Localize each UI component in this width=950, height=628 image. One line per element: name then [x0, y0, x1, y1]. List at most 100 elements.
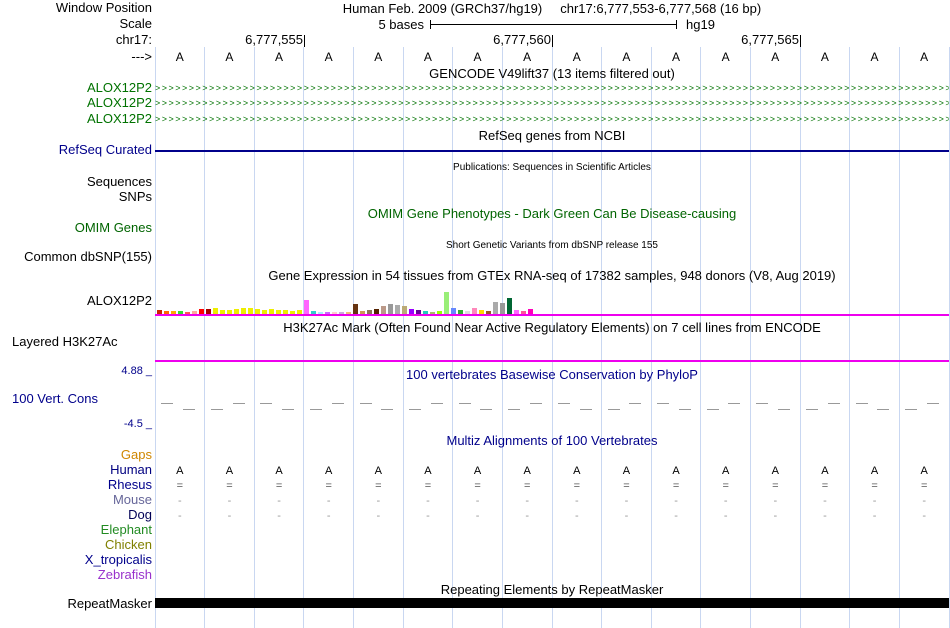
track-title-gencode[interactable]: GENCODE V49lift37 (13 items filtered out…: [429, 66, 675, 81]
track-label-sequences[interactable]: Sequences: [86, 174, 152, 189]
species-label-gaps[interactable]: Gaps: [120, 447, 152, 462]
gtex-expression-bar[interactable]: [185, 312, 190, 314]
track-title-multiz[interactable]: Multiz Alignments of 100 Vertebrates: [446, 433, 658, 448]
track-label-refseq-curated[interactable]: RefSeq Curated: [58, 142, 152, 157]
track-label-gencode-gene-1[interactable]: ALOX12P2: [86, 80, 152, 95]
gtex-expression-bar[interactable]: [388, 304, 393, 314]
gtex-expression-bar[interactable]: [227, 310, 232, 314]
gtex-expression-bar[interactable]: [304, 300, 309, 314]
gtex-expression-bar[interactable]: [472, 308, 477, 314]
track-label-100-vert-cons[interactable]: 100 Vert. Cons: [12, 391, 98, 406]
gtex-expression-bar[interactable]: [479, 310, 484, 314]
gencode-gene-track-3[interactable]: >>>>>>>>>>>>>>>>>>>>>>>>>>>>>>>>>>>>>>>>…: [155, 114, 949, 124]
gtex-expression-bar[interactable]: [514, 310, 519, 314]
track-title-gtex[interactable]: Gene Expression in 54 tissues from GTEx …: [268, 268, 836, 283]
gtex-expression-bar[interactable]: [423, 311, 428, 314]
gtex-expression-bar[interactable]: [283, 310, 288, 314]
track-label-gencode-gene-3[interactable]: ALOX12P2: [86, 111, 152, 126]
track-title-h3k27ac[interactable]: H3K27Ac Mark (Often Found Near Active Re…: [283, 320, 821, 335]
gtex-expression-bar[interactable]: [164, 311, 169, 314]
repeatmasker-track-bar[interactable]: [155, 598, 949, 608]
species-label-chicken[interactable]: Chicken: [105, 537, 152, 552]
gtex-expression-bar[interactable]: [297, 310, 302, 314]
gtex-expression-bar[interactable]: [332, 312, 337, 314]
gtex-expression-bar[interactable]: [311, 311, 316, 314]
coordinate-tick-1: [304, 35, 305, 47]
gtex-expression-bar[interactable]: [325, 312, 330, 314]
gtex-expression-bar[interactable]: [374, 309, 379, 314]
gtex-expression-bar[interactable]: [360, 311, 365, 314]
species-label-mouse[interactable]: Mouse: [112, 492, 152, 507]
gencode-gene-track-1[interactable]: >>>>>>>>>>>>>>>>>>>>>>>>>>>>>>>>>>>>>>>>…: [155, 83, 949, 93]
alignment-glyph-human: A: [771, 465, 779, 477]
gtex-expression-bar[interactable]: [500, 303, 505, 314]
track-label-omim-genes[interactable]: OMIM Genes: [74, 220, 152, 235]
gtex-expression-bar[interactable]: [521, 311, 526, 314]
gencode-gene-track-2[interactable]: >>>>>>>>>>>>>>>>>>>>>>>>>>>>>>>>>>>>>>>>…: [155, 98, 949, 108]
alignment-glyph-human: A: [821, 465, 829, 477]
gtex-expression-bar[interactable]: [178, 311, 183, 314]
species-label-human[interactable]: Human: [110, 462, 152, 477]
species-label-zebrafish[interactable]: Zebrafish: [97, 567, 152, 582]
gtex-expression-bar[interactable]: [269, 309, 274, 314]
gtex-expression-bar[interactable]: [381, 306, 386, 314]
species-label-dog[interactable]: Dog: [128, 507, 152, 522]
gtex-expression-bar[interactable]: [416, 310, 421, 314]
gtex-expression-bar[interactable]: [213, 308, 218, 314]
alignment-glyph-human: A: [672, 465, 680, 477]
species-label-elephant[interactable]: Elephant: [100, 522, 152, 537]
gtex-expression-bar[interactable]: [192, 311, 197, 314]
track-label-gencode-gene-2[interactable]: ALOX12P2: [86, 95, 152, 110]
track-title-refseq[interactable]: RefSeq genes from NCBI: [478, 128, 626, 143]
gtex-expression-bar[interactable]: [157, 310, 162, 314]
gtex-expression-bar[interactable]: [318, 312, 323, 314]
gtex-expression-bar[interactable]: [234, 309, 239, 314]
alignment-glyph-dog: -: [475, 510, 480, 522]
phylop-tick: [905, 409, 917, 410]
gtex-expression-bar[interactable]: [206, 309, 211, 314]
alignment-glyph-rhesus: =: [623, 480, 630, 492]
gtex-expression-bar[interactable]: [402, 306, 407, 314]
gtex-expression-bar[interactable]: [430, 312, 435, 314]
refseq-curated-track-line[interactable]: [155, 150, 949, 152]
gtex-expression-bar[interactable]: [528, 309, 533, 314]
gtex-expression-bar[interactable]: [395, 305, 400, 314]
gtex-expression-bar[interactable]: [276, 310, 281, 314]
gtex-expression-bar[interactable]: [444, 292, 449, 314]
track-label-repeatmasker[interactable]: RepeatMasker: [67, 596, 152, 611]
alignment-glyph-human: A: [473, 465, 482, 477]
species-label-rhesus[interactable]: Rhesus: [107, 477, 152, 492]
track-label-snps[interactable]: SNPs: [118, 189, 152, 204]
gtex-expression-bar[interactable]: [451, 308, 456, 314]
gtex-expression-bar[interactable]: [493, 302, 498, 314]
gtex-expression-bar[interactable]: [486, 311, 491, 314]
gtex-expression-bar[interactable]: [262, 310, 267, 314]
gtex-expression-bar[interactable]: [290, 311, 295, 314]
gtex-expression-bar[interactable]: [458, 310, 463, 314]
alignment-glyph-rhesus: =: [672, 480, 680, 492]
gtex-expression-bar[interactable]: [220, 310, 225, 314]
gtex-expression-bar[interactable]: [248, 308, 253, 314]
track-title-dbsnp[interactable]: Short Genetic Variants from dbSNP releas…: [446, 240, 658, 251]
gtex-expression-bar[interactable]: [199, 309, 204, 314]
track-title-omim[interactable]: OMIM Gene Phenotypes - Dark Green Can Be…: [367, 206, 737, 221]
gtex-expression-bar[interactable]: [171, 311, 176, 314]
gtex-expression-bar[interactable]: [346, 312, 351, 314]
gtex-expression-bar[interactable]: [339, 312, 344, 314]
phylop-tick: [679, 409, 691, 410]
track-title-repeatmasker[interactable]: Repeating Elements by RepeatMasker: [440, 582, 664, 597]
track-label-gtex-gene[interactable]: ALOX12P2: [86, 293, 152, 308]
track-title-phylop[interactable]: 100 vertebrates Basewise Conservation by…: [406, 367, 698, 382]
gtex-expression-bar[interactable]: [241, 308, 246, 314]
track-label-layered-h3k27ac[interactable]: Layered H3K27Ac: [12, 334, 118, 349]
gtex-expression-bar[interactable]: [507, 298, 512, 314]
gtex-expression-bar[interactable]: [353, 304, 358, 314]
track-label-common-dbsnp[interactable]: Common dbSNP(155): [24, 249, 152, 264]
gtex-expression-bar[interactable]: [367, 310, 372, 314]
gtex-expression-bar[interactable]: [465, 311, 470, 314]
gtex-expression-bar[interactable]: [409, 309, 414, 314]
gtex-expression-bar[interactable]: [437, 311, 442, 314]
species-label-x-tropicalis[interactable]: X_tropicalis: [84, 552, 152, 567]
track-title-publications[interactable]: Publications: Sequences in Scientific Ar…: [453, 162, 651, 173]
gtex-expression-bar[interactable]: [255, 309, 260, 314]
